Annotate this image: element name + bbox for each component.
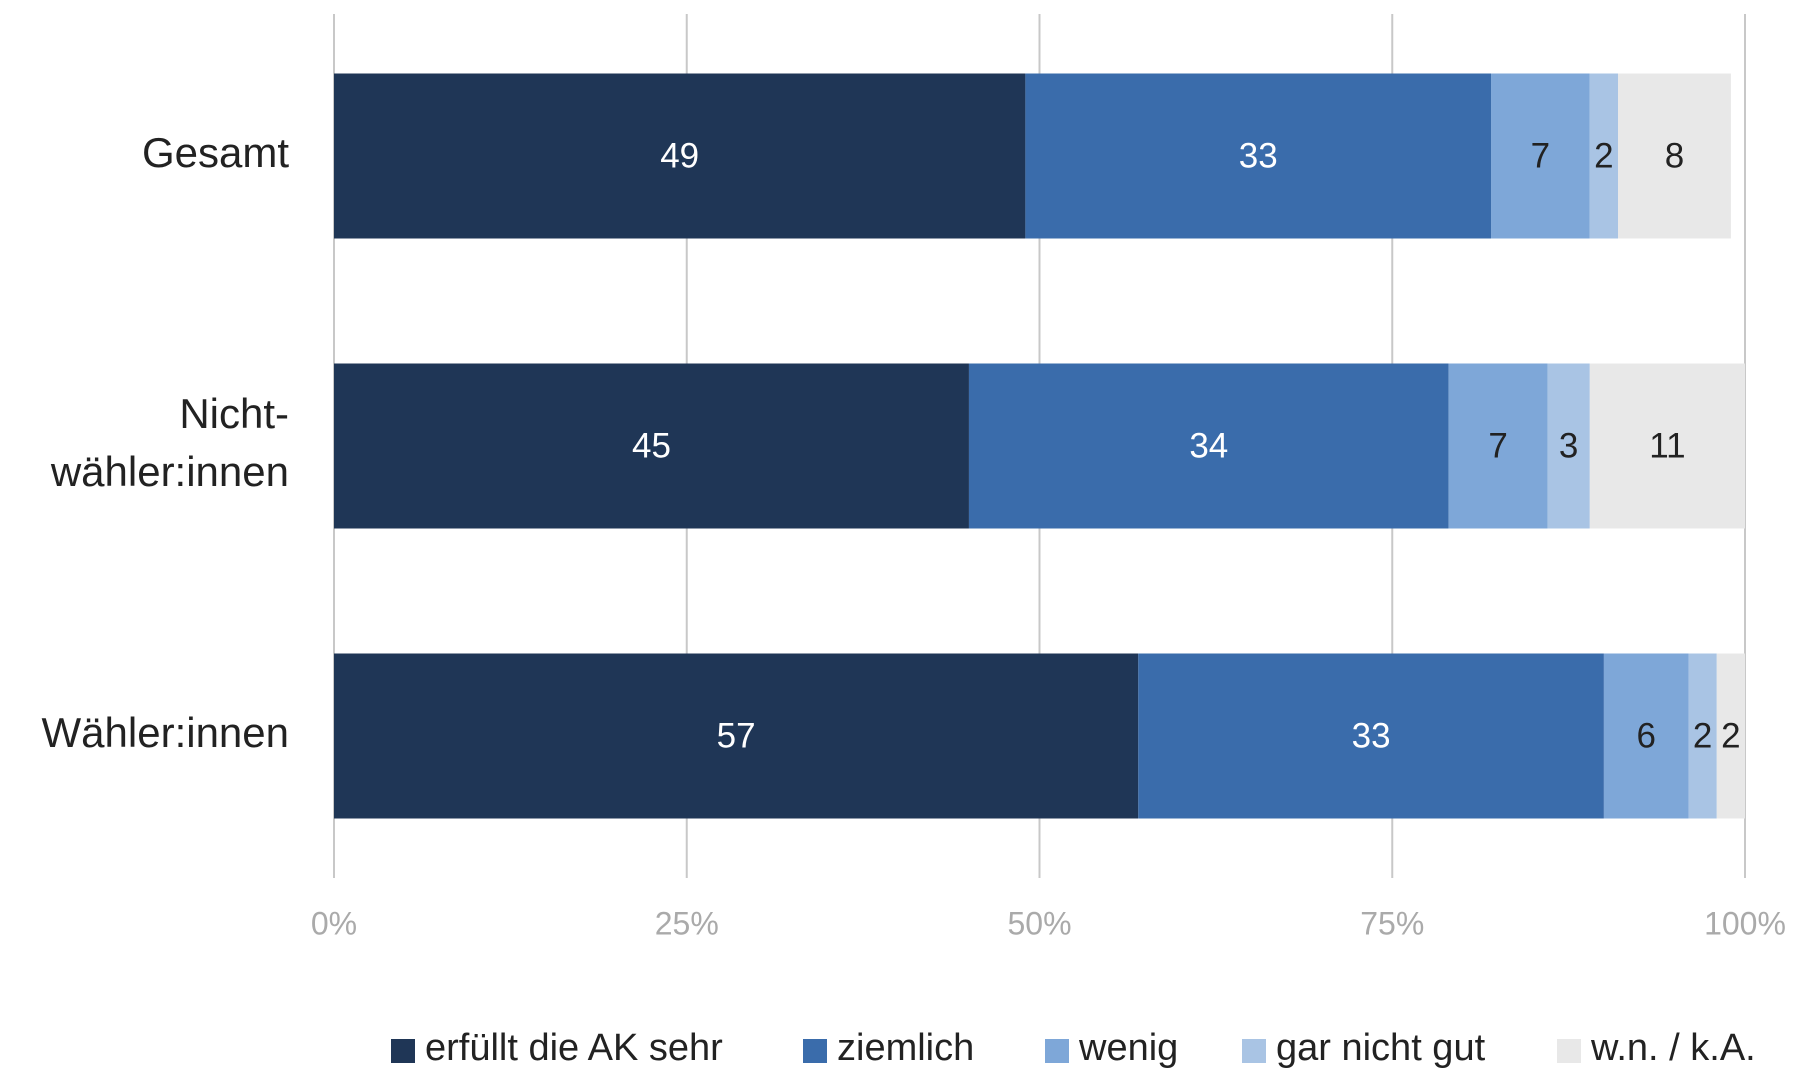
bar-segment [968,363,1449,529]
bar-segment [334,653,1139,819]
bar-segment [1491,73,1590,239]
legend-swatch [1557,1039,1581,1063]
data-label: 49 [660,136,699,175]
data-label: 45 [632,426,671,465]
legend-label: wenig [1078,1027,1178,1068]
bar-segment [1716,653,1745,819]
bar-segment [1025,73,1492,239]
data-label: 7 [1488,426,1507,465]
bar-segment [334,363,969,529]
legend-label: ziemlich [837,1027,974,1068]
data-label: 6 [1636,716,1655,755]
category-label: Wähler:innen [42,709,289,756]
legend-label: gar nicht gut [1276,1027,1486,1068]
bar-segment [1448,363,1548,529]
x-tick-label: 100% [1704,905,1786,941]
legend-swatch [1242,1039,1266,1063]
bar-segment [1603,653,1689,819]
legend-label: w.n. / k.A. [1590,1027,1756,1068]
bar-segment [1589,73,1619,239]
x-tick-label: 50% [1007,905,1071,941]
bar-segment [334,73,1026,239]
legend-swatch [803,1039,827,1063]
category-label: Nicht-wähler:innen [50,390,289,495]
data-label: 7 [1531,136,1550,175]
legend-swatch [1045,1039,1069,1063]
data-label: 33 [1352,716,1391,755]
x-tick-label: 25% [655,905,719,941]
legend-swatch [391,1039,415,1063]
bar-segment [1547,363,1590,529]
category-label: Gesamt [142,129,289,176]
bar-segment [1618,73,1731,239]
bar-segment [1688,653,1717,819]
data-label: 57 [717,716,756,755]
legend-label: erfüllt die AK sehr [425,1027,723,1068]
bar-segment [1589,363,1745,529]
data-label: 2 [1693,716,1712,755]
data-label: 2 [1594,136,1613,175]
x-tick-label: 0% [311,905,357,941]
data-label: 33 [1239,136,1278,175]
data-label: 2 [1721,716,1740,755]
data-label: 3 [1559,426,1578,465]
x-tick-label: 75% [1360,905,1424,941]
bar-segment [1138,653,1604,819]
data-label: 8 [1665,136,1684,175]
data-label: 34 [1189,426,1228,465]
data-label: 11 [1649,426,1685,465]
